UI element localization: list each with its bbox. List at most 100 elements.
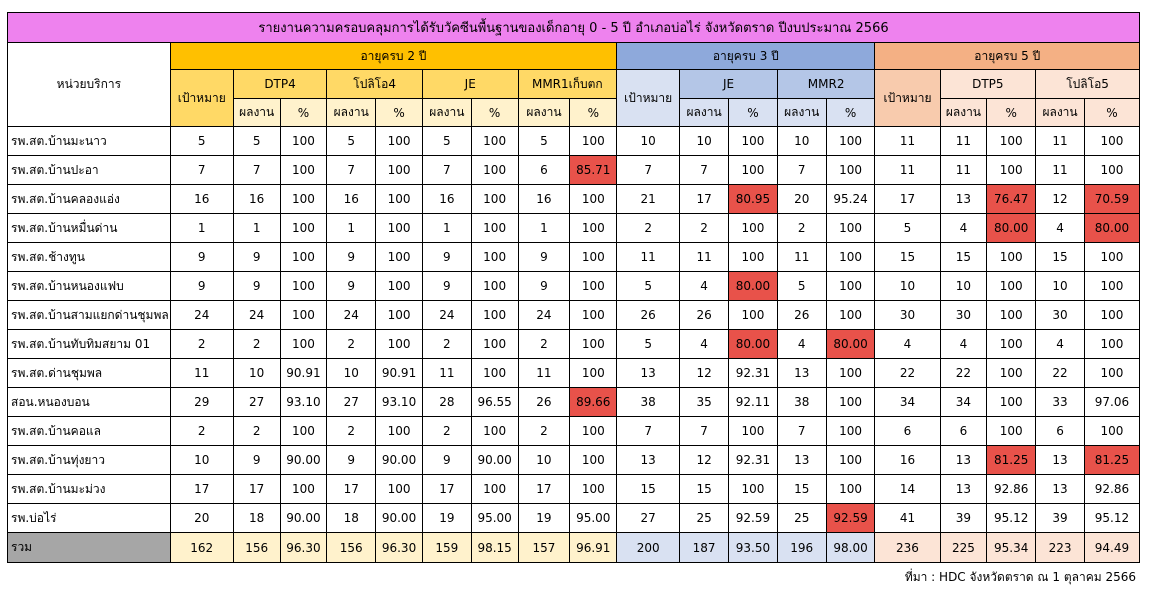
table-cell: 100 (825, 445, 876, 475)
unit-name: รพ.สต.บ้านคอแล (7, 416, 171, 446)
pct-header: % (728, 98, 778, 127)
table-cell: 10 (874, 271, 941, 301)
table-cell: 100 (470, 271, 519, 301)
vaccine-header-dtp5: DTP5 (939, 69, 1037, 99)
table-cell: 100 (279, 416, 328, 446)
age3-header: อายุครบ 3 ปี (616, 42, 876, 70)
table-cell: 2 (679, 213, 730, 243)
table-cell: 100 (470, 358, 519, 388)
table-cell: 90.91 (279, 358, 328, 388)
unit-name: รพ.สต.บ้านปะอา (7, 155, 171, 185)
pct-header: % (279, 98, 328, 127)
table-cell: 9 (421, 242, 472, 272)
table-cell: 16 (874, 445, 941, 475)
table-cell: 92.59 (728, 503, 778, 533)
table-cell: 10 (517, 445, 571, 475)
table-cell: 33 (1035, 387, 1085, 417)
table-cell: 100 (279, 329, 328, 359)
table-cell: 5 (874, 213, 941, 243)
table-cell: 85.71 (569, 155, 618, 185)
table-cell: 18 (326, 503, 377, 533)
result-header: ผลงาน (776, 98, 827, 127)
total-cell: 98.15 (470, 532, 519, 563)
table-cell: 9 (326, 445, 377, 475)
table-cell: 95.24 (825, 184, 876, 214)
table-cell: 30 (1035, 300, 1085, 330)
table-cell: 100 (569, 358, 618, 388)
table-cell: 2 (169, 329, 234, 359)
table-cell: 100 (279, 474, 328, 504)
table-cell: 4 (679, 271, 730, 301)
table-cell: 2 (326, 416, 377, 446)
table-cell: 10 (1035, 271, 1085, 301)
table-cell: 100 (569, 126, 618, 156)
table-cell: 27 (616, 503, 681, 533)
table-cell: 5 (326, 126, 377, 156)
table-cell: 2 (232, 416, 281, 446)
table-cell: 11 (421, 358, 472, 388)
table-row: รพ.สต.บ้านมะม่วง 17 17 100 17 100 17 100 17 100 15… (7, 474, 1141, 504)
table-cell: 6 (1035, 416, 1085, 446)
table-cell: 38 (616, 387, 681, 417)
table-cell: 15 (776, 474, 827, 504)
table-cell: 2 (421, 416, 472, 446)
table-cell: 100 (569, 271, 618, 301)
table-cell: 100 (470, 300, 519, 330)
table-row: รพ.สต.ด่านชุมพล 11 10 90.91 10 90.91 11 100 11 10… (7, 358, 1141, 388)
table-cell: 100 (728, 300, 778, 330)
unit-name: รพ.สต.บ้านคลองแอ่ง (7, 184, 171, 214)
table-cell: 5 (421, 126, 472, 156)
table-cell: 22 (1035, 358, 1085, 388)
result-header: ผลงาน (326, 98, 377, 127)
table-cell: 7 (169, 155, 234, 185)
total-cell: 96.30 (375, 532, 423, 563)
table-cell: 9 (326, 271, 377, 301)
table-cell: 39 (939, 503, 988, 533)
result-header: ผลงาน (421, 98, 472, 127)
table-cell: 96.55 (470, 387, 519, 417)
table-cell: 100 (569, 445, 618, 475)
table-cell: 100 (728, 474, 778, 504)
table-cell: 16 (421, 184, 472, 214)
table-cell: 92.59 (825, 503, 876, 533)
table-cell: 100 (569, 242, 618, 272)
total-cell: 96.91 (569, 532, 618, 563)
table-cell: 13 (616, 445, 681, 475)
table-cell: 11 (939, 126, 988, 156)
table-cell: 9 (169, 242, 234, 272)
table-cell: 100 (470, 416, 519, 446)
table-row: รพ.สต.บ้านสามแยกด่านชุมพล 24 24 100 24 100 24 1… (7, 300, 1141, 330)
total-cell: 225 (939, 532, 988, 563)
table-cell: 100 (470, 213, 519, 243)
result-header: ผลงาน (1035, 98, 1085, 127)
table-cell: 22 (874, 358, 941, 388)
table-cell: 9 (517, 242, 571, 272)
table-cell: 80.00 (1083, 213, 1141, 243)
table-cell: 7 (616, 155, 681, 185)
table-cell: 17 (326, 474, 377, 504)
table-cell: 92.31 (728, 358, 778, 388)
table-cell: 13 (939, 474, 988, 504)
table-cell: 90.91 (375, 358, 423, 388)
table-cell: 100 (1083, 329, 1141, 359)
table-cell: 4 (939, 213, 988, 243)
table-cell: 29 (169, 387, 234, 417)
table-cell: 11 (776, 242, 827, 272)
table-cell: 93.10 (375, 387, 423, 417)
table-cell: 10 (616, 126, 681, 156)
vaccine-header-mmr1: MMR1เก็บตก (517, 69, 618, 99)
table-cell: 100 (1083, 358, 1141, 388)
unit-name: รพ.สต.ช้างทูน (7, 242, 171, 272)
table-cell: 13 (1035, 474, 1085, 504)
result-header: ผลงาน (939, 98, 988, 127)
table-cell: 34 (874, 387, 941, 417)
table-cell: 2 (169, 416, 234, 446)
table-cell: 28 (421, 387, 472, 417)
table-cell: 19 (421, 503, 472, 533)
table-cell: 92.86 (986, 474, 1037, 504)
table-cell: 1 (421, 213, 472, 243)
table-cell: 26 (616, 300, 681, 330)
table-cell: 5 (169, 126, 234, 156)
table-cell: 9 (326, 242, 377, 272)
unit-name: รพ.สต.บ้านมะนาว (7, 126, 171, 156)
